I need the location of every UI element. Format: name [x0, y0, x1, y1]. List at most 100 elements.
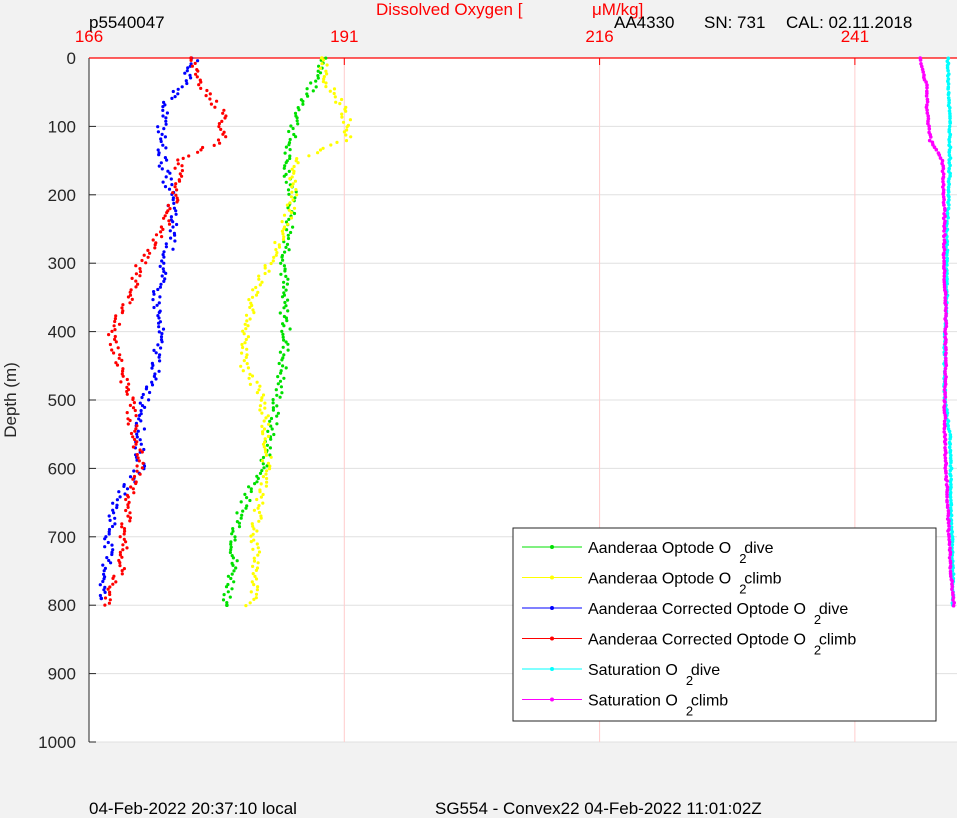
- data-point: [274, 248, 278, 252]
- data-point: [113, 317, 117, 321]
- data-point: [294, 188, 298, 192]
- data-point: [320, 62, 324, 66]
- data-point: [163, 135, 167, 139]
- data-point: [943, 459, 948, 463]
- data-point: [98, 583, 102, 587]
- data-point: [250, 295, 255, 299]
- data-point: [943, 369, 947, 374]
- data-point: [947, 150, 951, 154]
- data-point: [260, 424, 264, 428]
- data-point: [242, 359, 246, 363]
- data-point: [108, 590, 112, 594]
- data-point: [943, 335, 947, 340]
- data-point: [279, 272, 283, 276]
- data-point: [263, 448, 267, 452]
- legend-subscript: 2: [686, 673, 693, 688]
- legend-subscript: 2: [814, 643, 821, 658]
- data-point: [151, 238, 155, 242]
- data-point: [140, 404, 145, 408]
- data-point: [252, 508, 256, 512]
- data-point: [108, 585, 112, 589]
- data-point: [105, 556, 109, 560]
- data-point: [284, 161, 288, 165]
- data-point: [135, 435, 139, 439]
- data-point: [309, 81, 313, 85]
- data-point: [289, 211, 293, 215]
- data-point: [134, 264, 138, 268]
- data-point: [266, 434, 270, 438]
- data-point: [172, 201, 176, 205]
- data-point: [102, 588, 106, 592]
- data-point: [120, 306, 124, 310]
- data-point: [240, 513, 244, 517]
- data-point: [295, 193, 299, 197]
- data-point: [256, 553, 260, 557]
- data-point: [111, 548, 115, 552]
- data-point: [278, 395, 282, 399]
- data-point: [213, 105, 217, 109]
- legend-label: Aanderaa Optode O: [588, 540, 731, 557]
- data-point: [118, 564, 122, 568]
- data-point: [280, 229, 284, 233]
- data-point: [262, 466, 266, 470]
- data-point: [943, 327, 948, 331]
- data-point: [208, 92, 212, 96]
- data-point: [286, 342, 290, 346]
- data-point: [947, 109, 952, 113]
- data-point: [947, 158, 951, 162]
- data-point: [256, 546, 260, 550]
- data-point: [175, 188, 179, 192]
- legend-subscript: 2: [739, 582, 746, 597]
- data-point: [118, 495, 122, 499]
- data-point: [224, 114, 228, 118]
- data-point: [252, 527, 256, 531]
- data-point: [121, 303, 125, 307]
- data-point: [122, 527, 127, 531]
- data-point: [269, 455, 273, 459]
- data-point: [122, 484, 126, 488]
- data-point: [314, 85, 318, 89]
- data-point: [139, 419, 143, 423]
- data-point: [229, 548, 233, 552]
- data-point: [208, 97, 212, 101]
- data-point: [131, 435, 135, 439]
- data-point: [204, 94, 208, 98]
- data-point: [943, 433, 948, 437]
- data-point: [256, 290, 260, 294]
- data-point: [135, 453, 139, 457]
- data-point: [924, 94, 929, 98]
- data-point: [154, 351, 158, 355]
- data-point: [125, 493, 129, 497]
- data-point: [944, 306, 948, 311]
- data-point: [256, 561, 260, 565]
- data-point: [925, 103, 929, 107]
- data-point: [282, 280, 286, 284]
- data-point: [189, 62, 193, 66]
- data-point: [282, 285, 286, 289]
- data-point: [288, 154, 292, 158]
- data-point: [135, 464, 139, 468]
- data-point: [171, 247, 175, 251]
- data-point: [120, 522, 124, 526]
- data-point: [131, 477, 135, 481]
- data-point: [311, 89, 315, 93]
- data-point: [275, 414, 279, 418]
- data-point: [229, 545, 233, 549]
- series-3: [103, 56, 228, 607]
- data-point: [284, 366, 288, 370]
- data-point: [248, 382, 252, 386]
- data-point: [124, 540, 128, 544]
- data-point: [282, 338, 286, 342]
- data-point: [138, 267, 142, 271]
- data-point: [135, 469, 139, 473]
- data-point: [947, 124, 952, 129]
- legend-row-5: Saturation O 2 climb: [522, 693, 728, 719]
- data-point: [948, 492, 953, 497]
- data-point: [118, 353, 122, 357]
- data-point: [135, 424, 139, 428]
- data-point: [946, 92, 951, 97]
- data-point: [131, 406, 136, 410]
- data-point: [147, 398, 151, 402]
- data-point: [278, 350, 282, 354]
- data-point: [942, 277, 946, 282]
